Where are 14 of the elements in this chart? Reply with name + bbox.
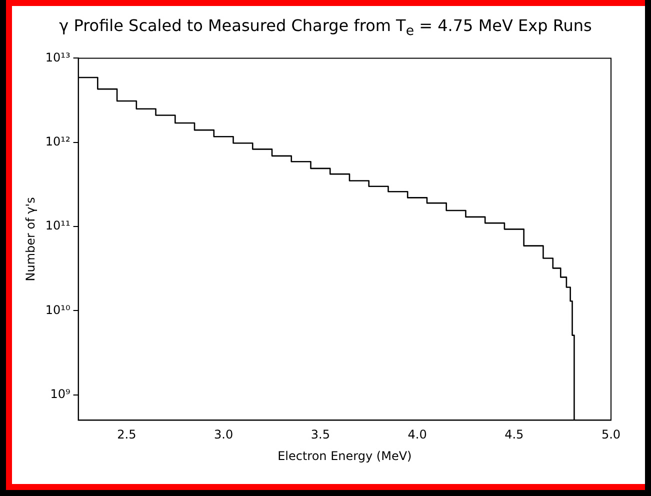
y-axis-title: Number of γ's bbox=[23, 197, 38, 282]
y-tick-label: 10¹³ bbox=[45, 50, 70, 64]
y-tick-label: 10¹² bbox=[45, 134, 70, 148]
chart-title: γ Profile Scaled to Measured Charge from T$_{e}$ = 4.75 MeV Exp Runs bbox=[58, 16, 593, 40]
y-tick-label: 10¹¹ bbox=[45, 218, 70, 233]
x-tick-label: 2.5 bbox=[117, 428, 136, 442]
y-tick-label: 10¹⁰ bbox=[45, 302, 70, 317]
x-tick-label: 3.5 bbox=[310, 428, 330, 442]
x-tick-label: 4.5 bbox=[504, 428, 524, 442]
x-tick-label: 4.0 bbox=[408, 428, 427, 442]
y-tick-label: 10⁹ bbox=[50, 386, 70, 401]
x-tick-label: 5.0 bbox=[601, 428, 621, 442]
x-tick-label: 3.0 bbox=[214, 428, 234, 442]
x-axis-title: Electron Energy (MeV) bbox=[278, 448, 412, 463]
